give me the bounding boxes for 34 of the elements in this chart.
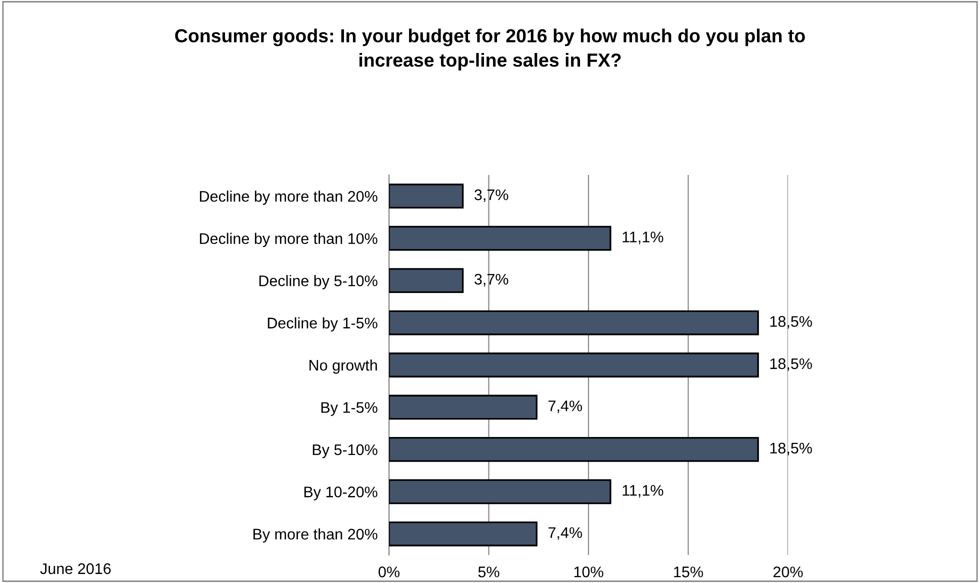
chart-title: Consumer goods: In your budget for 2016 by how much do you plan to increase top-line sales in FX?	[175, 28, 805, 70]
y-tick-label: By 5-10%	[312, 444, 378, 458]
data-label: 18,5%	[770, 442, 812, 456]
data-label: 18,5%	[770, 358, 812, 371]
y-tick-label: No growth	[310, 359, 377, 374]
bar	[389, 479, 612, 504]
y-tick-label: By more than 20%	[253, 528, 378, 543]
x-tick-label: 10%	[574, 566, 604, 578]
data-label: 11,1%	[622, 232, 664, 244]
x-tick-label: 0%	[378, 566, 400, 578]
x-tick-label: 5%	[478, 566, 500, 578]
bar	[389, 521, 538, 546]
y-tick-label: By 10-20%	[304, 486, 378, 500]
bar	[389, 226, 612, 251]
x-tick-label: 20%	[773, 566, 803, 578]
data-label: 7,4%	[548, 400, 582, 414]
y-tick-label: Decline by 1-5%	[268, 317, 378, 332]
bar	[389, 394, 538, 420]
bar	[389, 310, 759, 336]
data-label: 11,1%	[622, 485, 664, 498]
text: June 2016	[40, 563, 111, 574]
bar	[389, 352, 759, 378]
data-label: 18,5%	[770, 316, 812, 329]
y-tick-label: Decline by 5-10%	[259, 275, 378, 290]
y-tick-label: Decline by more than 20%	[200, 190, 378, 205]
data-label: 3,7%	[474, 274, 508, 286]
y-tick-label: By 1-5%	[321, 402, 378, 416]
data-label: 3,7%	[474, 189, 508, 202]
bar	[389, 184, 464, 209]
x-tick-label: 15%	[674, 566, 703, 578]
bar	[389, 268, 464, 293]
data-label: 7,4%	[548, 527, 582, 540]
y-tick-label: Decline by more than 10%	[200, 232, 378, 248]
bar	[389, 437, 759, 462]
